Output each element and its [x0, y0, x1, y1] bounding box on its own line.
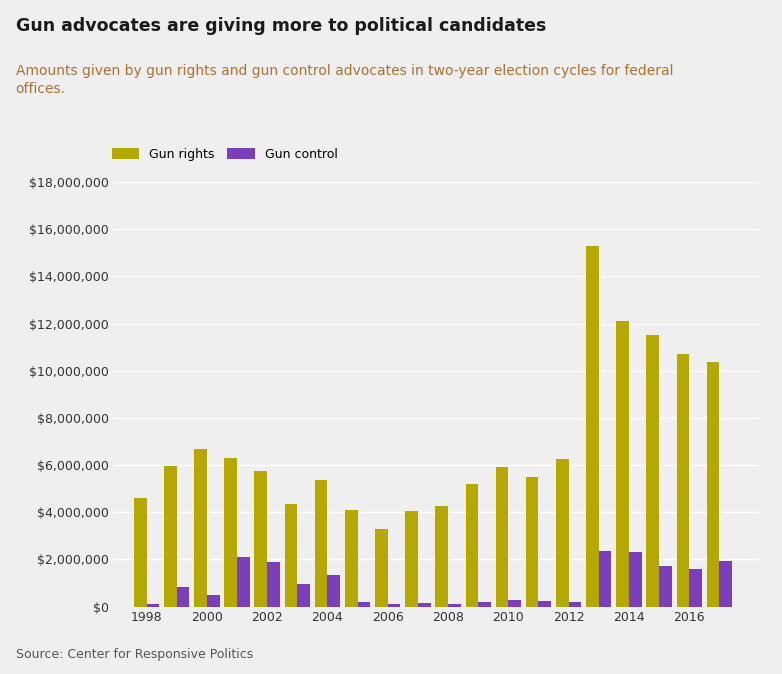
Bar [539, 601, 551, 607]
Bar [134, 498, 146, 607]
Bar [508, 600, 521, 607]
Bar [297, 584, 310, 607]
Bar [436, 506, 448, 607]
Bar [237, 557, 249, 607]
Bar [177, 586, 189, 607]
Text: Amounts given by gun rights and gun control advocates in two-year election cycle: Amounts given by gun rights and gun cont… [16, 64, 673, 96]
Bar [616, 321, 629, 607]
Bar [586, 245, 599, 607]
Bar [164, 466, 177, 607]
Bar [599, 551, 612, 607]
Bar [659, 566, 672, 607]
Bar [194, 449, 207, 607]
Bar [448, 604, 461, 607]
Bar [254, 471, 267, 607]
Legend: Gun rights, Gun control: Gun rights, Gun control [112, 148, 338, 161]
Text: Gun advocates are giving more to political candidates: Gun advocates are giving more to politic… [16, 17, 546, 35]
Bar [345, 510, 357, 607]
Bar [496, 468, 508, 607]
Bar [478, 603, 491, 607]
Bar [707, 363, 719, 607]
Bar [647, 336, 659, 607]
Bar [465, 484, 478, 607]
Bar [719, 561, 732, 607]
Bar [146, 604, 160, 607]
Bar [676, 355, 689, 607]
Bar [569, 602, 581, 607]
Bar [267, 562, 280, 607]
Bar [207, 594, 220, 607]
Bar [357, 602, 370, 607]
Bar [224, 458, 237, 607]
Bar [689, 569, 702, 607]
Bar [328, 575, 340, 607]
Bar [418, 603, 431, 607]
Bar [285, 504, 297, 607]
Text: Source: Center for Responsive Politics: Source: Center for Responsive Politics [16, 648, 253, 661]
Bar [526, 477, 539, 607]
Bar [556, 459, 569, 607]
Bar [388, 604, 400, 607]
Bar [375, 528, 388, 607]
Bar [405, 511, 418, 607]
Bar [315, 481, 328, 607]
Bar [629, 553, 641, 607]
